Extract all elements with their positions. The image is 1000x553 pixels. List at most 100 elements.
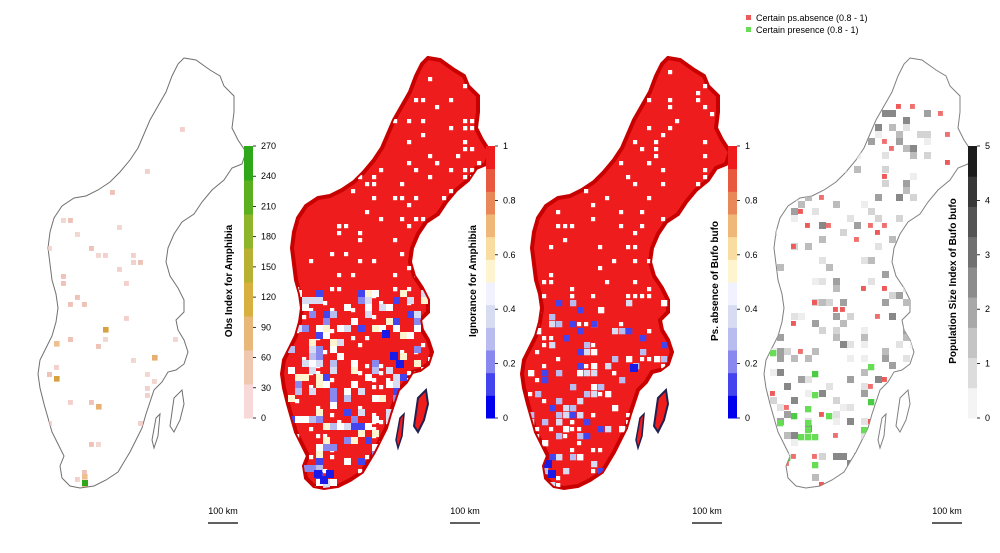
grid-cell [421, 98, 426, 103]
grid-cell [619, 210, 624, 215]
grid-cell [463, 119, 468, 124]
grid-cell [577, 441, 582, 446]
grid-cell [400, 84, 405, 89]
grid-cell [805, 427, 812, 434]
grid-cell [96, 169, 101, 174]
colorbar-tick-label: 150 [261, 262, 276, 272]
grid-cell [798, 434, 805, 441]
grid-cell [288, 437, 295, 444]
grid-cell [770, 146, 775, 151]
grid-cell [584, 84, 589, 89]
grid-cell [351, 423, 358, 430]
grid-cell [584, 349, 591, 356]
grid-cell [910, 439, 917, 446]
grid-cell [358, 483, 363, 488]
grid-cell [654, 377, 661, 384]
grid-cell [598, 468, 605, 475]
grid-cell [875, 453, 882, 460]
grid-cell [605, 426, 612, 433]
grid-cell [386, 98, 391, 103]
grid-cell [344, 388, 351, 395]
grid-cell [563, 434, 568, 439]
grid-cell [598, 448, 603, 453]
grid-cell [414, 325, 421, 332]
grid-cell [703, 413, 708, 418]
grid-cell [805, 223, 810, 228]
colorbar-tick-label: 30 [261, 383, 271, 393]
grid-cell [577, 328, 584, 335]
grid-cell [358, 388, 365, 395]
legend-label-absence: Certain ps.absence (0.8 - 1) [756, 13, 868, 23]
grid-cell [910, 481, 917, 488]
colorbar-tick-label: 240 [261, 171, 276, 181]
grid-cell [777, 264, 784, 271]
grid-cell [647, 357, 652, 362]
grid-cell [442, 196, 447, 201]
grid-cell [407, 479, 414, 486]
grid-cell [682, 224, 687, 229]
grid-cell [668, 105, 673, 110]
grid-cell [542, 280, 547, 285]
grid-cell [351, 91, 356, 96]
grid-cell [661, 133, 666, 138]
grid-cell [477, 364, 482, 369]
grid-cell [456, 399, 461, 404]
grid-cell [798, 132, 803, 137]
grid-cell [407, 430, 414, 437]
grid-cell [407, 406, 412, 411]
grid-cell [777, 455, 784, 462]
grid-cell [330, 308, 335, 313]
grid-cell [414, 455, 419, 460]
grid-cell [535, 475, 542, 482]
grid-cell [833, 124, 840, 131]
grid-cell [463, 483, 468, 488]
grid-cell [784, 432, 791, 439]
colorbar-tick-label: 90 [261, 322, 271, 332]
grid-cell [675, 483, 680, 488]
grid-cell [770, 194, 777, 201]
colorbar-title-obs-index: Obs Index for Amphibia [224, 224, 235, 337]
grid-cell [288, 325, 295, 332]
grid-cell [556, 370, 563, 377]
grid-cell [54, 365, 59, 370]
grid-cell [372, 413, 377, 418]
grid-cell [770, 397, 777, 404]
grid-cell [626, 300, 633, 307]
grid-cell [442, 217, 447, 222]
grid-cell [840, 307, 845, 312]
grid-cell [812, 125, 817, 130]
grid-cell [903, 285, 910, 292]
grid-cell [840, 453, 847, 460]
grid-cell [833, 166, 840, 173]
grid-cell [414, 98, 419, 103]
grid-cell [812, 462, 819, 469]
grid-cell [47, 372, 52, 377]
grid-cell [633, 468, 640, 475]
grid-cell [868, 384, 873, 389]
colorbar-tick-label: 0.2 [503, 359, 516, 369]
grid-cell [302, 416, 309, 423]
grid-cell [463, 175, 468, 180]
grid-cell [309, 259, 314, 264]
grid-cell [344, 325, 351, 332]
grid-cell [661, 461, 668, 468]
grid-cell [647, 447, 654, 454]
grid-cell [784, 348, 791, 355]
grid-cell [309, 346, 316, 353]
grid-cell [323, 486, 330, 488]
grid-cell [917, 306, 924, 313]
panel-ignorance [280, 56, 492, 490]
grid-cell [528, 475, 535, 482]
grid-cell [428, 245, 433, 250]
grid-cell [647, 412, 654, 419]
colorbar-title-ignorance: Ignorance for Amphibia [468, 225, 479, 337]
grid-cell [549, 427, 554, 432]
grid-cell [903, 124, 910, 131]
grid-cell [910, 173, 917, 180]
grid-cell [145, 386, 150, 391]
grid-cell [875, 404, 882, 411]
grid-cell [640, 294, 645, 299]
grid-cell [945, 132, 950, 137]
colorbar-band [486, 191, 495, 215]
grid-cell [598, 245, 603, 250]
